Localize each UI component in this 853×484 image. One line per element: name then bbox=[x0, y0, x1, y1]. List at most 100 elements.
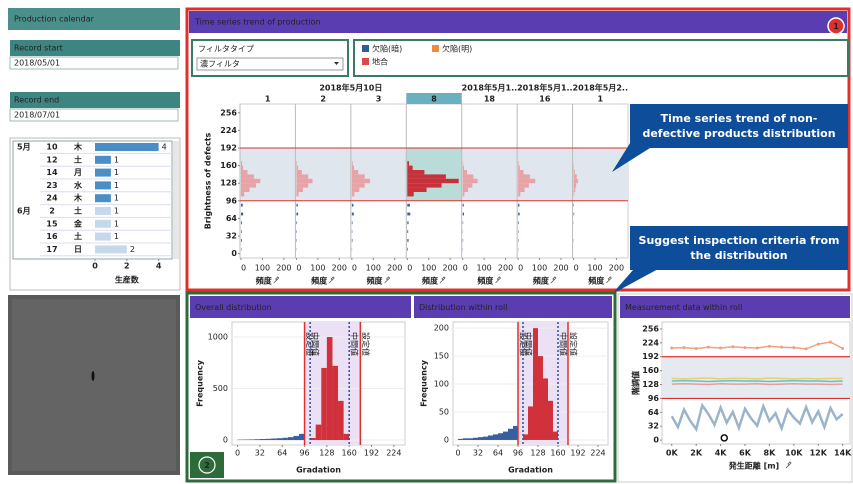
ground-bar bbox=[296, 161, 298, 166]
ground-bar bbox=[296, 170, 302, 175]
series-line bbox=[671, 382, 843, 386]
y-tick-label: 160 bbox=[220, 161, 237, 170]
series-point bbox=[755, 346, 759, 350]
date-input[interactable] bbox=[9, 108, 179, 122]
histogram-bar bbox=[243, 439, 249, 441]
dark-bar bbox=[462, 212, 464, 216]
date-input[interactable] bbox=[9, 56, 179, 70]
histogram-bar bbox=[548, 400, 553, 440]
count-bar bbox=[95, 219, 111, 228]
legend-label: 欠陥(明) bbox=[442, 44, 472, 54]
badge-label: 2 bbox=[204, 461, 210, 470]
x-axis-label: 頻度 bbox=[588, 276, 605, 286]
ground-bar bbox=[241, 161, 243, 166]
dark-bar bbox=[296, 221, 298, 225]
x-axis-label: Gradation bbox=[296, 466, 341, 475]
dark-bar bbox=[241, 203, 243, 207]
panel-title: Measurement data within roll bbox=[625, 303, 742, 312]
series-line bbox=[671, 379, 843, 383]
ground-bar bbox=[296, 165, 299, 170]
x-tick-label: 12K bbox=[810, 449, 828, 458]
ground-bar bbox=[296, 174, 309, 179]
x-tick-label: 64 bbox=[493, 449, 503, 458]
field-label: Record start bbox=[14, 44, 63, 53]
y-tick-label: 0 bbox=[231, 249, 237, 258]
histogram-bar bbox=[513, 425, 518, 440]
ground-bar bbox=[407, 161, 409, 166]
dropdown[interactable] bbox=[196, 57, 344, 71]
ground-bar bbox=[518, 165, 520, 170]
series-point bbox=[682, 346, 686, 350]
ground-bar bbox=[462, 178, 478, 184]
x-tick-label: 100 bbox=[421, 264, 436, 273]
threshold-label: 設定値 bbox=[569, 332, 579, 356]
badge bbox=[827, 17, 845, 35]
panel-label: 18 bbox=[484, 95, 496, 104]
criteria-band bbox=[662, 356, 850, 399]
ground-bar bbox=[407, 192, 414, 197]
x-tick-label: 2K bbox=[690, 449, 703, 458]
sidebar-title: Production calendar bbox=[14, 15, 95, 24]
ground-bar bbox=[407, 178, 459, 184]
x-tick-label: 96 bbox=[299, 449, 309, 458]
histogram-bar bbox=[332, 365, 339, 441]
header-bar bbox=[10, 40, 180, 56]
ground-bar bbox=[462, 174, 474, 179]
y-tick-label: 128 bbox=[642, 380, 659, 389]
y-tick-label: 1000 bbox=[208, 333, 228, 342]
y-tick-label: 192 bbox=[642, 352, 659, 361]
ground-bar bbox=[407, 170, 425, 175]
count-bar bbox=[95, 181, 111, 190]
ground-bar bbox=[518, 192, 521, 197]
y-axis-label: Frequency bbox=[196, 359, 205, 407]
ground-bar bbox=[462, 170, 467, 175]
series-point bbox=[719, 346, 723, 350]
legend-swatch bbox=[362, 58, 369, 65]
histogram-bar bbox=[259, 439, 266, 441]
histogram-bar bbox=[523, 434, 528, 440]
ground-bar bbox=[296, 192, 299, 197]
x-tick-label: 0 bbox=[407, 264, 412, 273]
count-label: 1 bbox=[114, 207, 119, 216]
histogram-bar bbox=[488, 435, 493, 440]
weekday: 木 bbox=[73, 142, 83, 152]
ground-bar bbox=[573, 183, 577, 188]
header-bar bbox=[189, 11, 847, 33]
ground-bar bbox=[462, 187, 469, 192]
histogram-bar bbox=[478, 437, 483, 440]
count-bar bbox=[95, 168, 111, 177]
x-tick-label: 4 bbox=[156, 262, 162, 271]
dark-bar bbox=[351, 221, 353, 225]
histogram-bar bbox=[533, 328, 538, 440]
x-tick-label: 160 bbox=[342, 449, 357, 458]
ground-bar bbox=[351, 174, 365, 179]
dark-bar bbox=[296, 203, 298, 207]
histogram-bar bbox=[538, 356, 543, 440]
ground-bar bbox=[518, 174, 530, 179]
histogram-bar bbox=[343, 433, 350, 441]
weekday: 日 bbox=[74, 245, 82, 254]
y-tick-label: 0 bbox=[653, 436, 659, 445]
histogram-bar bbox=[553, 431, 558, 440]
y-tick-label: 50 bbox=[439, 408, 449, 417]
histogram-bar bbox=[483, 436, 488, 440]
ground-bar bbox=[518, 161, 519, 166]
x-tick-label: 0 bbox=[463, 264, 468, 273]
day: 24 bbox=[46, 194, 58, 203]
weekday: 水 bbox=[73, 180, 83, 190]
ground-bar bbox=[518, 178, 536, 184]
x-tick-label: 0 bbox=[455, 449, 460, 458]
legend-label: 地合 bbox=[372, 57, 388, 67]
date-header: 2018年5月1.. bbox=[517, 83, 572, 93]
series-point bbox=[816, 342, 820, 346]
y-tick-label: 64 bbox=[226, 214, 238, 223]
ground-bar bbox=[573, 174, 577, 179]
x-tick-label: 2 bbox=[124, 262, 130, 271]
y-tick-label: 256 bbox=[642, 324, 659, 333]
date-header: 2018年5月10日 bbox=[319, 83, 382, 93]
y-tick-label: 96 bbox=[226, 196, 238, 205]
panel-label: 3 bbox=[376, 95, 382, 104]
x-axis-label: 頻度 bbox=[311, 276, 328, 286]
ground-bar bbox=[296, 178, 313, 184]
